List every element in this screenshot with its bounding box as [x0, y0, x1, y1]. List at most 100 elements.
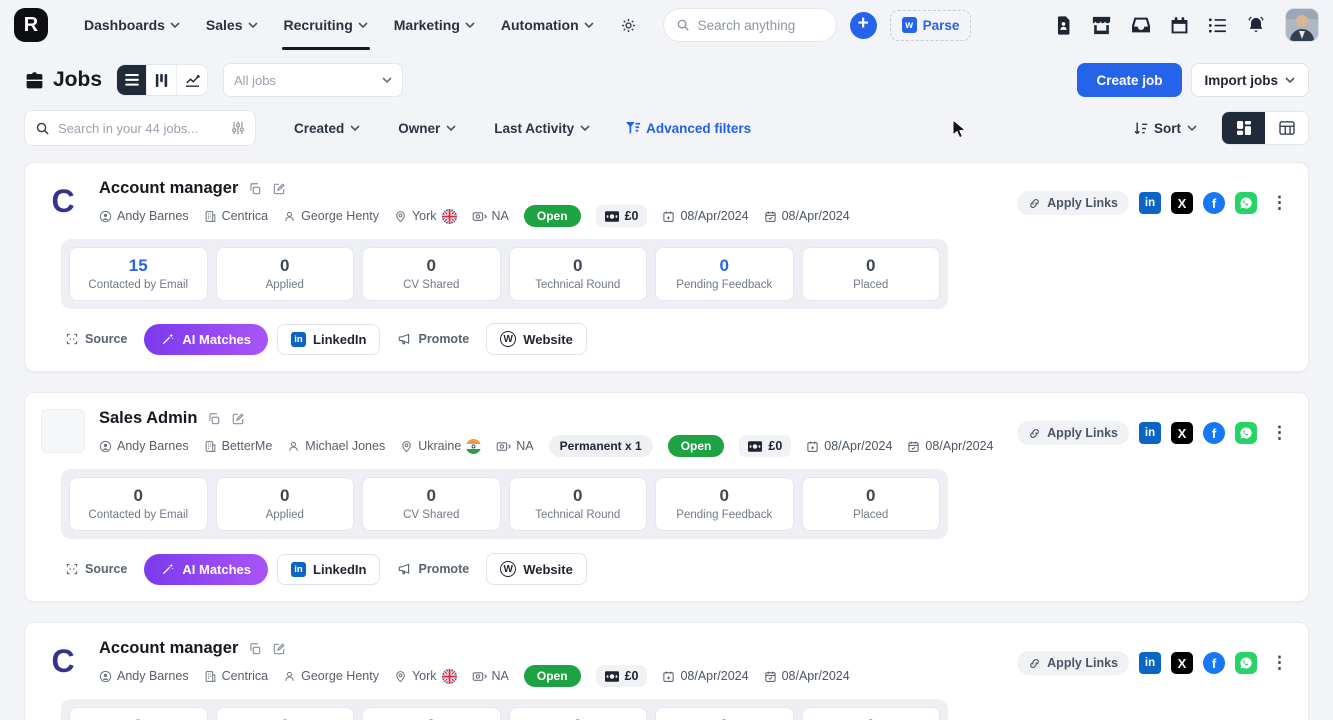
more-options-kebab[interactable]: ⋮ — [1271, 653, 1288, 672]
create-job-button[interactable]: Create job — [1077, 63, 1182, 97]
table-view-button[interactable] — [1265, 112, 1308, 144]
chevron-down-icon — [580, 125, 590, 131]
whatsapp-share-icon[interactable] — [1235, 652, 1257, 674]
promote-button[interactable]: Promote — [389, 556, 477, 582]
nav-marketing[interactable]: Marketing — [382, 0, 487, 50]
user-avatar[interactable] — [1285, 8, 1319, 42]
search-settings-icon[interactable] — [231, 121, 245, 135]
copy-icon[interactable] — [248, 642, 262, 656]
job-list-select[interactable]: All jobs — [223, 63, 404, 97]
more-options-kebab[interactable]: ⋮ — [1271, 193, 1288, 212]
stat-applied[interactable]: 1Applied — [215, 707, 354, 720]
calendar-icon[interactable] — [1170, 16, 1189, 35]
job-title[interactable]: Account manager — [99, 179, 239, 197]
stat-applied[interactable]: 0 Applied — [215, 477, 354, 531]
stat-cv-shared[interactable]: 0CV Shared — [362, 707, 501, 720]
linkedin-icon: in — [291, 561, 307, 577]
promote-button[interactable]: Promote — [389, 326, 477, 352]
job-owner: Andy Barnes — [99, 669, 189, 683]
job-location: York — [394, 208, 457, 224]
nav-sales[interactable]: Sales — [194, 0, 270, 50]
parse-button[interactable]: w Parse — [889, 9, 972, 41]
job-hiring-manager[interactable]: George Henty — [283, 669, 379, 683]
whatsapp-share-icon[interactable] — [1235, 422, 1257, 444]
facebook-share-icon[interactable]: f — [1203, 652, 1225, 674]
task-list-icon[interactable] — [1208, 17, 1227, 34]
edit-icon[interactable] — [231, 412, 245, 426]
apply-links-button[interactable]: Apply Links — [1017, 421, 1129, 445]
apply-links-button[interactable]: Apply Links — [1017, 191, 1129, 215]
stat-contacted-by-email[interactable]: 0 Contacted by Email — [69, 477, 208, 531]
apply-links-button[interactable]: Apply Links — [1017, 651, 1129, 675]
india-flag-icon — [466, 438, 482, 454]
job-title[interactable]: Account manager — [99, 639, 239, 657]
app-logo[interactable]: R — [14, 8, 48, 42]
more-options-kebab[interactable]: ⋮ — [1271, 423, 1288, 442]
global-search-input[interactable]: Search anything — [662, 8, 837, 42]
settings-gear-icon[interactable] — [620, 17, 637, 34]
job-company[interactable]: BetterMe — [204, 439, 272, 453]
whatsapp-share-icon[interactable] — [1235, 192, 1257, 214]
copy-icon[interactable] — [207, 412, 221, 426]
nav-automation[interactable]: Automation — [489, 0, 606, 50]
website-button[interactable]: W Website — [486, 553, 587, 585]
linkedin-share-icon[interactable]: in — [1139, 192, 1161, 214]
facebook-share-icon[interactable]: f — [1203, 422, 1225, 444]
stat-contacted-by-email[interactable]: 3Contacted by Email — [69, 707, 208, 720]
storefront-icon[interactable] — [1091, 16, 1112, 35]
advanced-filters-link[interactable]: Advanced filters — [626, 121, 751, 136]
job-title[interactable]: Sales Admin — [99, 409, 198, 427]
last-activity-filter-dropdown[interactable]: Last Activity — [494, 121, 590, 136]
stat-applied[interactable]: 0 Applied — [215, 247, 354, 301]
job-company[interactable]: Centrica — [204, 209, 268, 223]
notifications-bell-icon[interactable] — [1246, 15, 1266, 35]
jobs-search-input[interactable]: Search in your 44 jobs... — [24, 110, 256, 146]
facebook-share-icon[interactable]: f — [1203, 192, 1225, 214]
nav-recruiting[interactable]: Recruiting — [272, 0, 380, 50]
sort-dropdown[interactable]: Sort — [1133, 121, 1197, 136]
list-view-button[interactable] — [117, 65, 148, 95]
job-company[interactable]: Centrica — [204, 669, 268, 683]
website-button[interactable]: W Website — [486, 323, 587, 355]
stat-contacted-by-email[interactable]: 15 Contacted by Email — [69, 247, 208, 301]
linkedin-share-icon[interactable]: in — [1139, 422, 1161, 444]
quick-add-button[interactable]: + — [849, 11, 877, 39]
copy-icon[interactable] — [248, 182, 262, 196]
linkedin-button[interactable]: in LinkedIn — [277, 553, 381, 585]
owner-filter-dropdown[interactable]: Owner — [398, 121, 456, 136]
x-share-icon[interactable]: X — [1171, 652, 1193, 674]
card-view-button[interactable] — [1222, 112, 1265, 144]
edit-icon[interactable] — [272, 642, 286, 656]
ai-matches-button[interactable]: AI Matches — [144, 553, 269, 585]
created-filter-dropdown[interactable]: Created — [294, 121, 360, 136]
linkedin-button[interactable]: in LinkedIn — [277, 323, 381, 355]
edit-icon[interactable] — [272, 182, 286, 196]
job-salary: NA — [496, 439, 534, 453]
source-button[interactable]: Source — [57, 556, 135, 582]
inbox-icon[interactable] — [1131, 16, 1151, 34]
website-icon: W — [500, 331, 517, 347]
job-hiring-manager[interactable]: Michael Jones — [287, 439, 385, 453]
x-share-icon[interactable]: X — [1171, 192, 1193, 214]
resume-icon[interactable] — [1055, 15, 1072, 35]
kanban-view-button[interactable] — [147, 65, 178, 95]
import-jobs-button[interactable]: Import jobs — [1190, 63, 1309, 97]
x-share-icon[interactable]: X — [1171, 422, 1193, 444]
job-hiring-manager[interactable]: George Henty — [283, 209, 379, 223]
ai-matches-button[interactable]: AI Matches — [144, 323, 269, 355]
analytics-view-button[interactable] — [177, 65, 208, 95]
nav-dashboards[interactable]: Dashboards — [72, 0, 192, 50]
source-button[interactable]: Source — [57, 326, 135, 352]
linkedin-share-icon[interactable]: in — [1139, 652, 1161, 674]
